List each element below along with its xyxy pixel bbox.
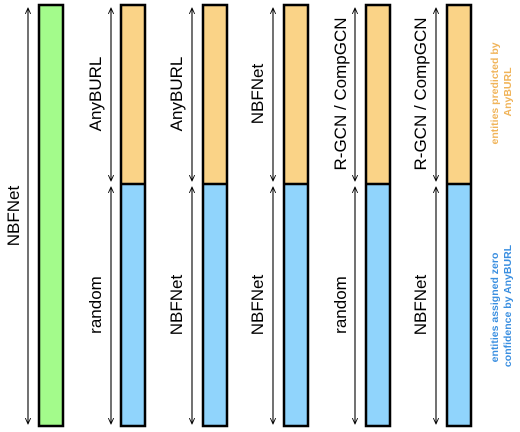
bottom-segment — [203, 184, 227, 426]
column-anyburl-nbfnet: AnyBURL NBFNet — [167, 3, 229, 428]
top-label: R-GCN / CompGCN — [411, 17, 430, 170]
top-label: AnyBURL — [167, 57, 186, 132]
bottom-label: NBFNet — [167, 275, 186, 336]
bottom-segment — [121, 184, 145, 426]
bottom-label: random — [86, 276, 105, 334]
legend-top-line2: AnyBURL — [502, 67, 514, 117]
legend-top-text: entities predicted by AnyBURL — [489, 39, 514, 144]
top-label: R-GCN / CompGCN — [331, 17, 350, 170]
bar-outline — [364, 3, 392, 428]
bottom-label: random — [331, 276, 350, 334]
top-segment — [284, 5, 308, 184]
legend-top: entities predicted by AnyBURL — [489, 39, 514, 144]
top-label: AnyBURL — [86, 57, 105, 132]
column-nbfnet-full: NBFNet — [4, 3, 65, 428]
legend-bottom-line1: entities assigned zero — [489, 253, 501, 363]
column-nbfnet-nbfnet: NBFNet NBFNet — [248, 3, 310, 428]
top-segment — [121, 5, 145, 184]
bottom-label: NBFNet — [411, 275, 430, 336]
bottom-segment — [366, 184, 390, 426]
column-rgcn-nbfnet: R-GCN / CompGCN NBFNet — [411, 3, 473, 428]
legend-bottom-text: entities assigned zero confidence by Any… — [489, 244, 514, 367]
bottom-segment — [447, 184, 471, 426]
column-rgcn-random: R-GCN / CompGCN random — [331, 3, 392, 428]
full-bar — [37, 3, 65, 428]
bar-outline — [445, 3, 473, 428]
top-segment — [447, 5, 471, 184]
legend-top-line1: entities predicted by — [489, 42, 501, 144]
top-label: NBFNet — [248, 64, 267, 125]
bottom-segment — [284, 184, 308, 426]
bottom-label: NBFNet — [248, 275, 267, 336]
top-segment — [203, 5, 227, 184]
bar-outline — [282, 3, 310, 428]
legend-bottom: entities assigned zero confidence by Any… — [489, 244, 514, 367]
bar-outline — [119, 3, 147, 428]
full-label: NBFNet — [4, 186, 23, 247]
column-anyburl-random: AnyBURL random — [86, 3, 147, 428]
legend-bottom-line2: confidence by AnyBURL — [502, 244, 514, 367]
top-segment — [366, 5, 390, 184]
bar-outline — [201, 3, 229, 428]
